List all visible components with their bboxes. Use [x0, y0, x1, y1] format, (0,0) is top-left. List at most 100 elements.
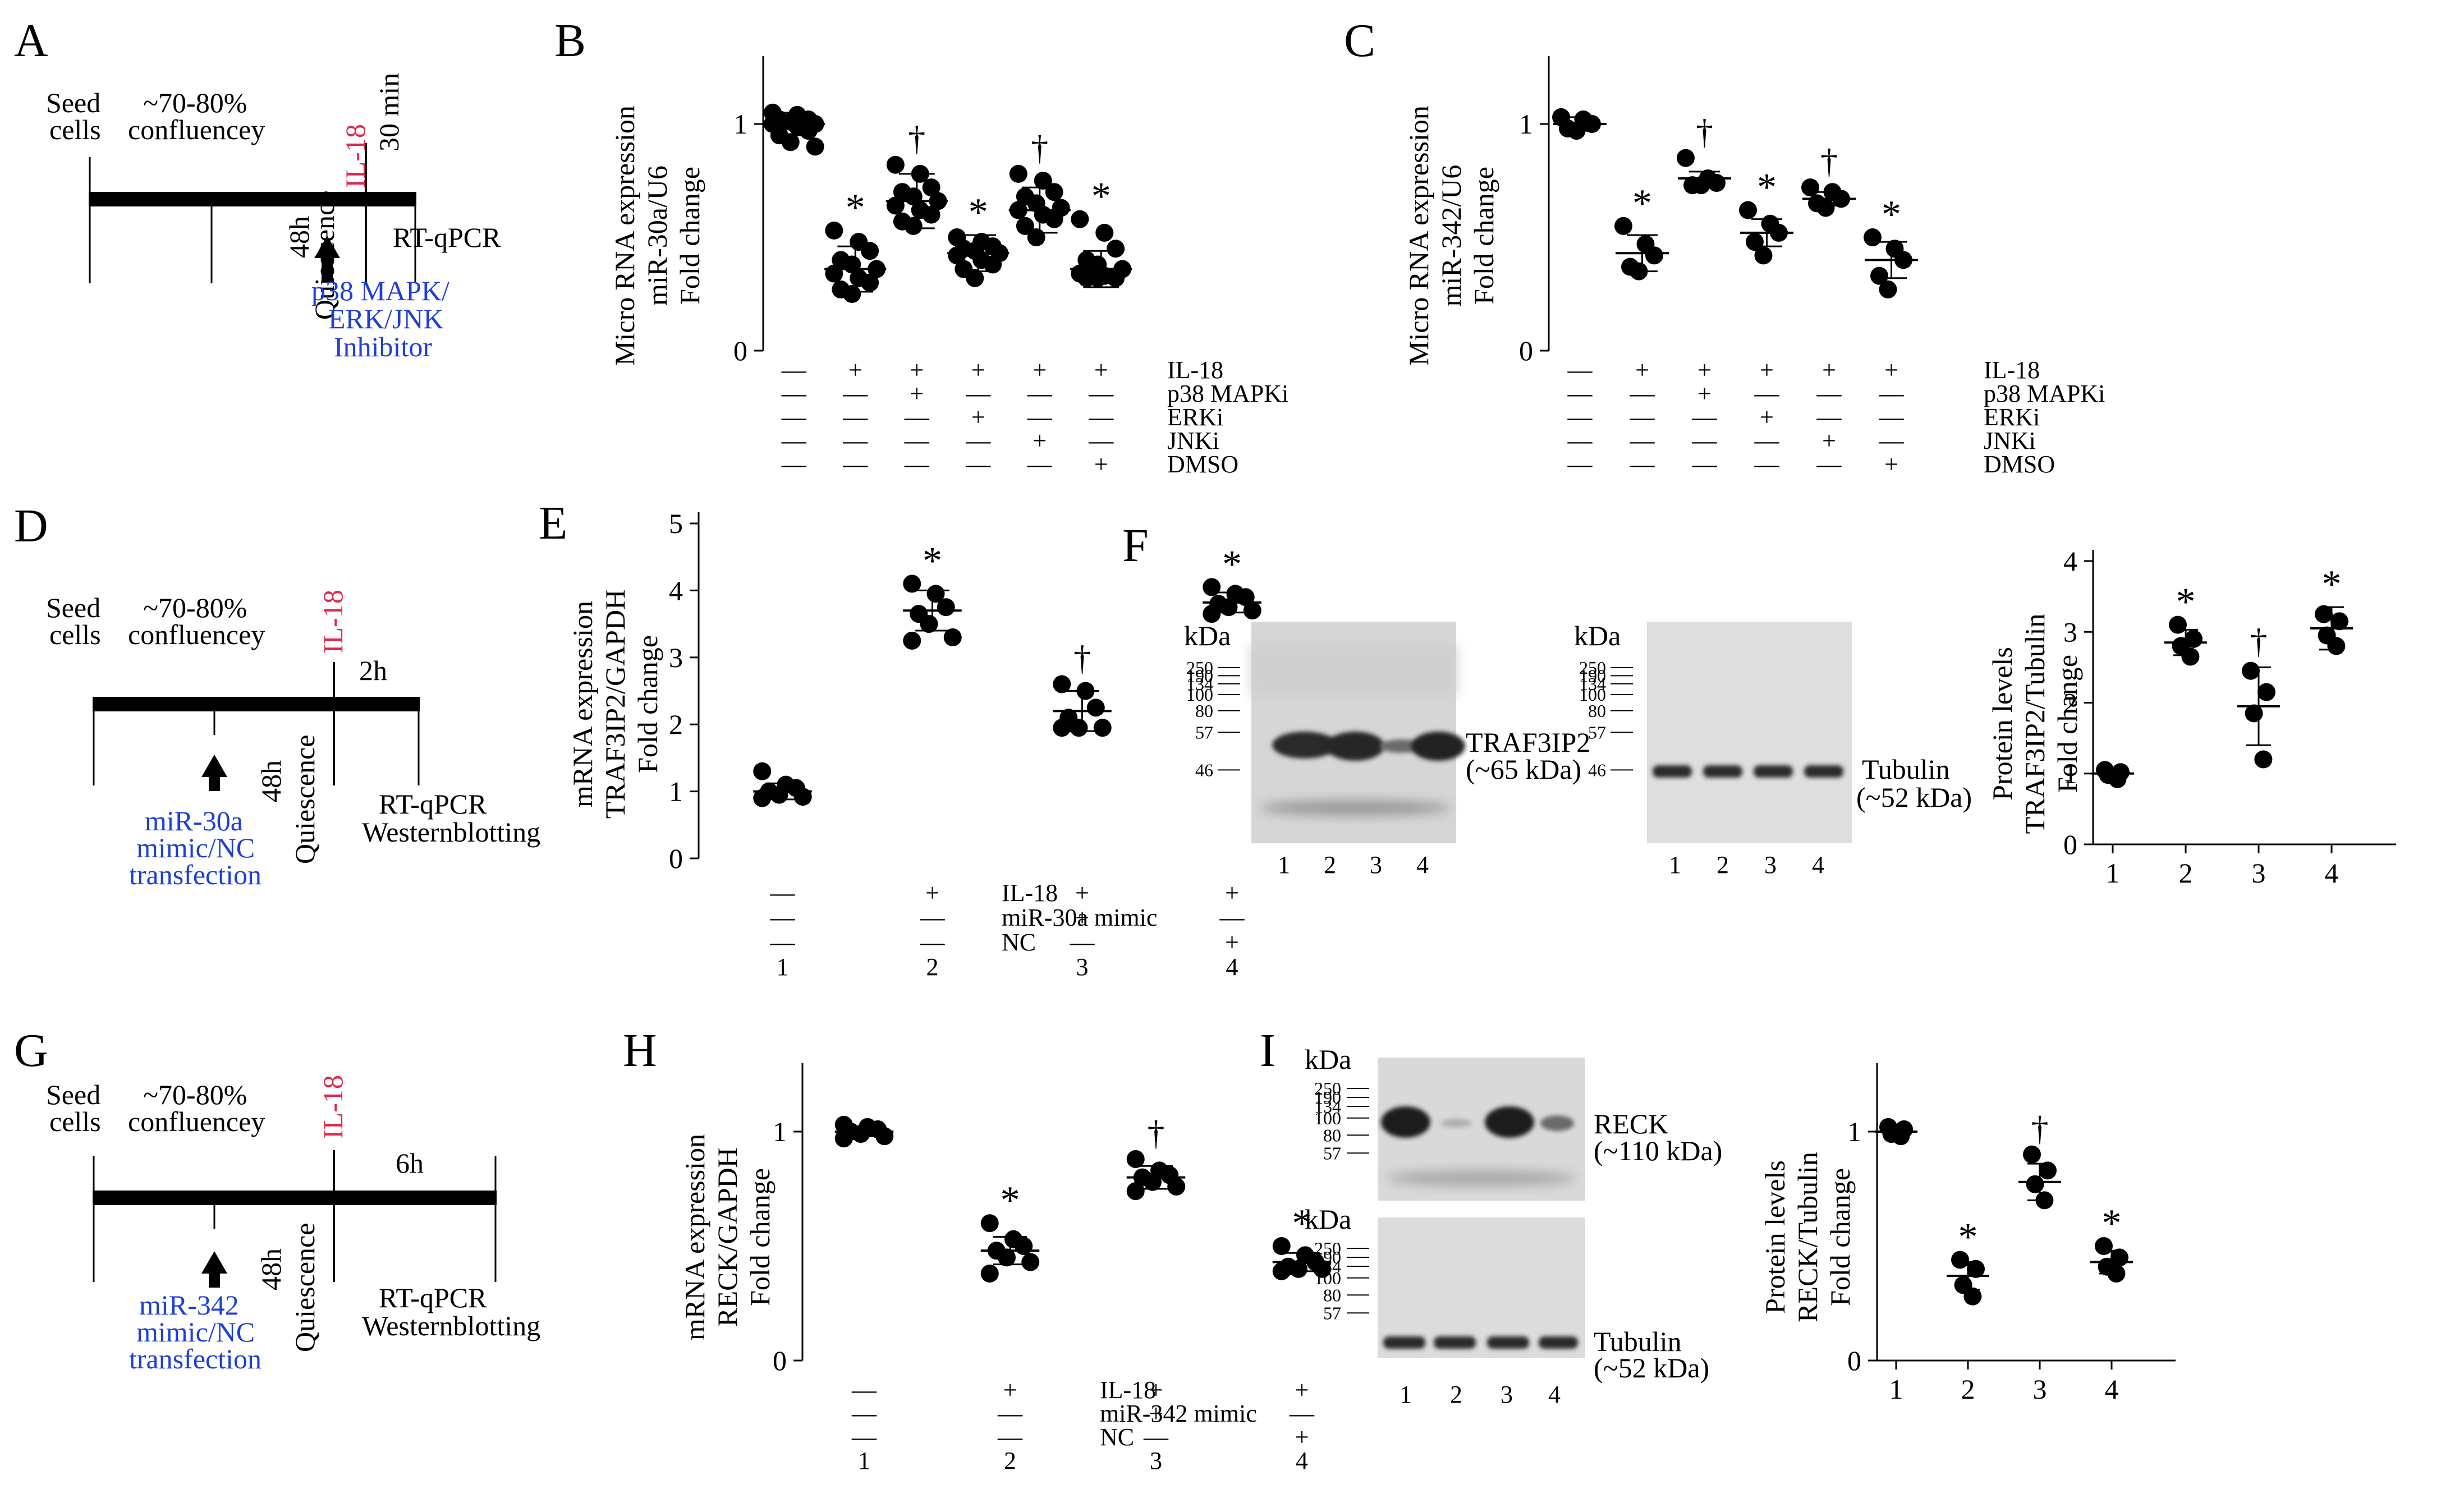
significance-mark: † — [1031, 129, 1048, 167]
condition-sign: — — [781, 380, 807, 407]
panel-label-e: E — [539, 497, 567, 549]
assay-label-2: Westernblotting — [362, 816, 540, 848]
data-point — [1272, 1237, 1291, 1255]
marker-label: 46 — [1588, 760, 1606, 780]
data-point — [1070, 719, 1088, 737]
condition-sign: — — [770, 879, 796, 907]
data-point — [843, 285, 861, 303]
data-point — [2315, 605, 2333, 623]
panel-label-d: D — [14, 500, 48, 552]
condition-sign: + — [1094, 451, 1108, 478]
condition-sign: — — [965, 380, 991, 407]
assay-label-1: RT-qPCR — [379, 788, 487, 820]
data-point — [1754, 246, 1773, 265]
condition-label: NC — [1002, 929, 1036, 956]
condition-sign: + — [1225, 879, 1239, 907]
condition-sign: — — [1754, 427, 1780, 454]
panel-label-b: B — [554, 15, 586, 67]
y-axis-label: miR-30a/U6 — [641, 166, 673, 306]
condition-label: JNKi — [1984, 427, 2036, 454]
data-point — [2039, 1161, 2057, 1180]
protein-label: Tubulin — [1862, 753, 1950, 785]
lane-number: 1 — [1400, 1381, 1412, 1408]
quiescence-hours: 48h — [255, 1248, 287, 1290]
marker-label: 57 — [1588, 722, 1606, 742]
protein-size: (~110 kDa) — [1594, 1135, 1722, 1166]
significance-mark: * — [2176, 581, 2196, 624]
significance-mark: * — [1958, 1215, 1978, 1258]
significance-mark: * — [1757, 166, 1777, 209]
condition-sign: + — [1225, 929, 1239, 956]
data-point — [861, 242, 879, 260]
band-lane-4 — [1540, 1115, 1574, 1131]
condition-label: JNKi — [1167, 427, 1219, 454]
data-point — [1107, 240, 1125, 258]
condition-sign: — — [1567, 356, 1593, 384]
significance-mark: * — [1222, 543, 1242, 586]
significance-mark: † — [2031, 1110, 2049, 1148]
data-point — [937, 598, 955, 617]
data-point — [1963, 1287, 1982, 1306]
data-point — [1614, 217, 1632, 235]
condition-sign: + — [848, 356, 862, 384]
significance-mark: * — [1091, 175, 1111, 218]
condition-sign: + — [1295, 1423, 1309, 1451]
condition-label: DMSO — [1167, 451, 1238, 478]
condition-sign: — — [1692, 451, 1718, 478]
condition-label: miR-30a mimic — [1002, 904, 1157, 931]
lane-label: 3 — [1150, 1447, 1162, 1474]
condition-sign: + — [1822, 356, 1836, 384]
lane-label: 3 — [1076, 953, 1089, 981]
marker-label: 100 — [1186, 684, 1213, 705]
data-point — [1045, 210, 1063, 228]
data-point — [922, 178, 940, 197]
time-label: 6h — [396, 1147, 424, 1179]
condition-sign: — — [1088, 403, 1114, 431]
condition-label: IL-18 — [1984, 356, 2040, 384]
condition-label: IL-18 — [1100, 1376, 1156, 1404]
lane-number: 3 — [1501, 1381, 1513, 1408]
data-point — [852, 1125, 870, 1143]
data-point — [1739, 201, 1757, 219]
condition-sign: — — [965, 427, 991, 454]
y-axis-label: Protein levels — [1759, 1160, 1791, 1314]
condition-sign: — — [1027, 380, 1053, 407]
data-point — [806, 137, 824, 156]
panel-label-c: C — [1344, 15, 1375, 67]
confluency-label: confluencey — [128, 114, 265, 145]
inhibitor-line2: ERK/JNK — [328, 303, 444, 334]
marker-label: 80 — [1588, 701, 1606, 721]
y-tick-label: 3 — [2063, 616, 2077, 647]
marker-label: 57 — [1195, 722, 1213, 742]
data-point — [1272, 1262, 1291, 1280]
transfection-line3: transfection — [129, 859, 261, 890]
data-point — [1009, 164, 1027, 183]
y-axis-label: Fold change — [674, 167, 705, 305]
blot-smear — [1251, 645, 1456, 696]
condition-sign: — — [781, 427, 807, 454]
confluency-label: confluencey — [128, 1106, 265, 1137]
y-tick-label: 5 — [669, 508, 683, 539]
y-tick-label: 0 — [2063, 829, 2077, 860]
band-lane-3 — [1487, 1336, 1529, 1349]
condition-sign: — — [1754, 380, 1780, 407]
significance-mark: * — [1001, 1179, 1020, 1222]
condition-sign: + — [910, 380, 924, 407]
condition-sign: — — [965, 451, 991, 478]
condition-label: ERKi — [1984, 403, 2040, 431]
lane-label: 2 — [926, 953, 939, 981]
data-point — [1034, 172, 1052, 190]
lane-labels: 1 2 3 4 — [1669, 851, 1824, 879]
seed-label: Seed — [46, 87, 100, 118]
y-tick-label: 2 — [669, 709, 683, 740]
condition-sign: + — [910, 356, 924, 384]
significance-mark: † — [1820, 143, 1838, 181]
tubulin-blot — [1647, 622, 1852, 843]
lane-number: 4 — [1812, 851, 1824, 879]
marker-label: 57 — [1323, 1143, 1341, 1163]
significance-mark: * — [923, 539, 942, 582]
transfection-arrow-icon — [201, 755, 227, 791]
band-lane-3 — [1754, 765, 1793, 778]
